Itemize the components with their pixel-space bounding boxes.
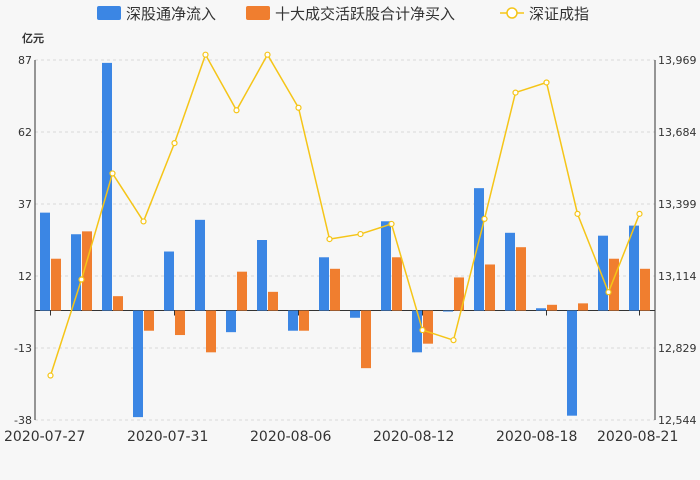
x-tick-label: 2020-08-18 — [496, 429, 577, 445]
bar — [195, 219, 205, 311]
line-point — [171, 140, 178, 147]
x-tick-label: 2020-08-12 — [373, 429, 454, 445]
line-point — [388, 220, 395, 228]
y-left-tick: 37 — [18, 198, 32, 211]
y-right-tick: 13,114 — [658, 270, 697, 283]
y-axis-unit: 亿元 — [22, 31, 44, 45]
line-point — [574, 210, 581, 217]
bar — [350, 310, 360, 318]
x-tick-label: 2020-07-31 — [127, 429, 208, 445]
bar — [485, 264, 495, 311]
y-left-tick: 62 — [18, 126, 32, 139]
x-tick-label: 2020-08-06 — [250, 429, 331, 445]
bar — [361, 310, 371, 369]
legend-label-1: 十大成交活跃股合计净买入 — [275, 5, 455, 23]
line-point — [419, 326, 426, 334]
line-point — [295, 104, 302, 111]
bar — [175, 310, 185, 336]
bar — [226, 310, 236, 333]
bar — [536, 308, 546, 311]
bar — [381, 221, 391, 311]
bar — [257, 240, 267, 311]
bar — [412, 310, 422, 353]
bar — [567, 310, 577, 416]
y-right-tick: 13,969 — [658, 54, 697, 67]
bar — [288, 310, 298, 331]
line-point — [481, 215, 488, 223]
line-point — [78, 276, 85, 283]
bar — [319, 257, 329, 311]
bar — [640, 268, 650, 311]
bar — [609, 258, 619, 311]
bar — [144, 310, 154, 331]
x-tick-label: 2020-08-21 — [597, 429, 678, 445]
y-right-tick: 13,399 — [658, 198, 697, 211]
line-point — [326, 236, 333, 243]
bar — [629, 225, 639, 311]
line-point — [140, 218, 147, 225]
line-point — [605, 289, 612, 296]
line-point — [233, 107, 240, 114]
line-point — [202, 51, 209, 58]
y-right-tick: 13,684 — [658, 126, 697, 139]
bar — [330, 268, 340, 311]
bar — [516, 247, 526, 311]
y-left-tick: -38 — [14, 414, 32, 427]
bar — [392, 257, 402, 311]
bar — [237, 271, 247, 311]
bar — [206, 310, 216, 353]
bar — [102, 62, 112, 311]
line-series — [49, 52, 641, 376]
y-right-tick: 12,829 — [658, 342, 697, 355]
line-point — [47, 372, 54, 379]
y-right-tick: 12,544 — [658, 414, 697, 427]
bar — [40, 212, 50, 311]
bar — [82, 231, 92, 311]
legend-label-0: 深股通净流入 — [126, 5, 216, 23]
y-left-tick: 12 — [18, 270, 32, 283]
bar — [113, 296, 123, 311]
line-point — [636, 210, 643, 217]
line-point — [109, 170, 116, 177]
bar — [547, 304, 557, 311]
bar — [474, 188, 484, 311]
bar — [505, 232, 515, 311]
bar — [454, 277, 464, 311]
bar — [133, 310, 143, 418]
bar — [268, 291, 278, 311]
line-point — [357, 230, 364, 238]
legend-marker-2 — [506, 7, 518, 19]
legend-swatch-1 — [246, 6, 270, 20]
line-point — [450, 337, 457, 344]
x-tick-label: 2020-07-27 — [4, 429, 85, 445]
bar — [423, 310, 433, 344]
line-point — [512, 89, 519, 96]
bar — [164, 251, 174, 311]
bar — [598, 235, 608, 311]
legend-swatch-0 — [97, 6, 121, 20]
bar — [51, 258, 61, 311]
bar — [578, 303, 588, 311]
line-point — [264, 51, 271, 58]
bar — [299, 310, 309, 331]
legend-label-2: 深证成指 — [529, 5, 589, 23]
bar — [443, 310, 453, 312]
y-left-tick: -13 — [14, 342, 32, 355]
bar — [71, 234, 81, 311]
y-left-tick: 87 — [18, 54, 32, 67]
line-point — [543, 79, 550, 86]
